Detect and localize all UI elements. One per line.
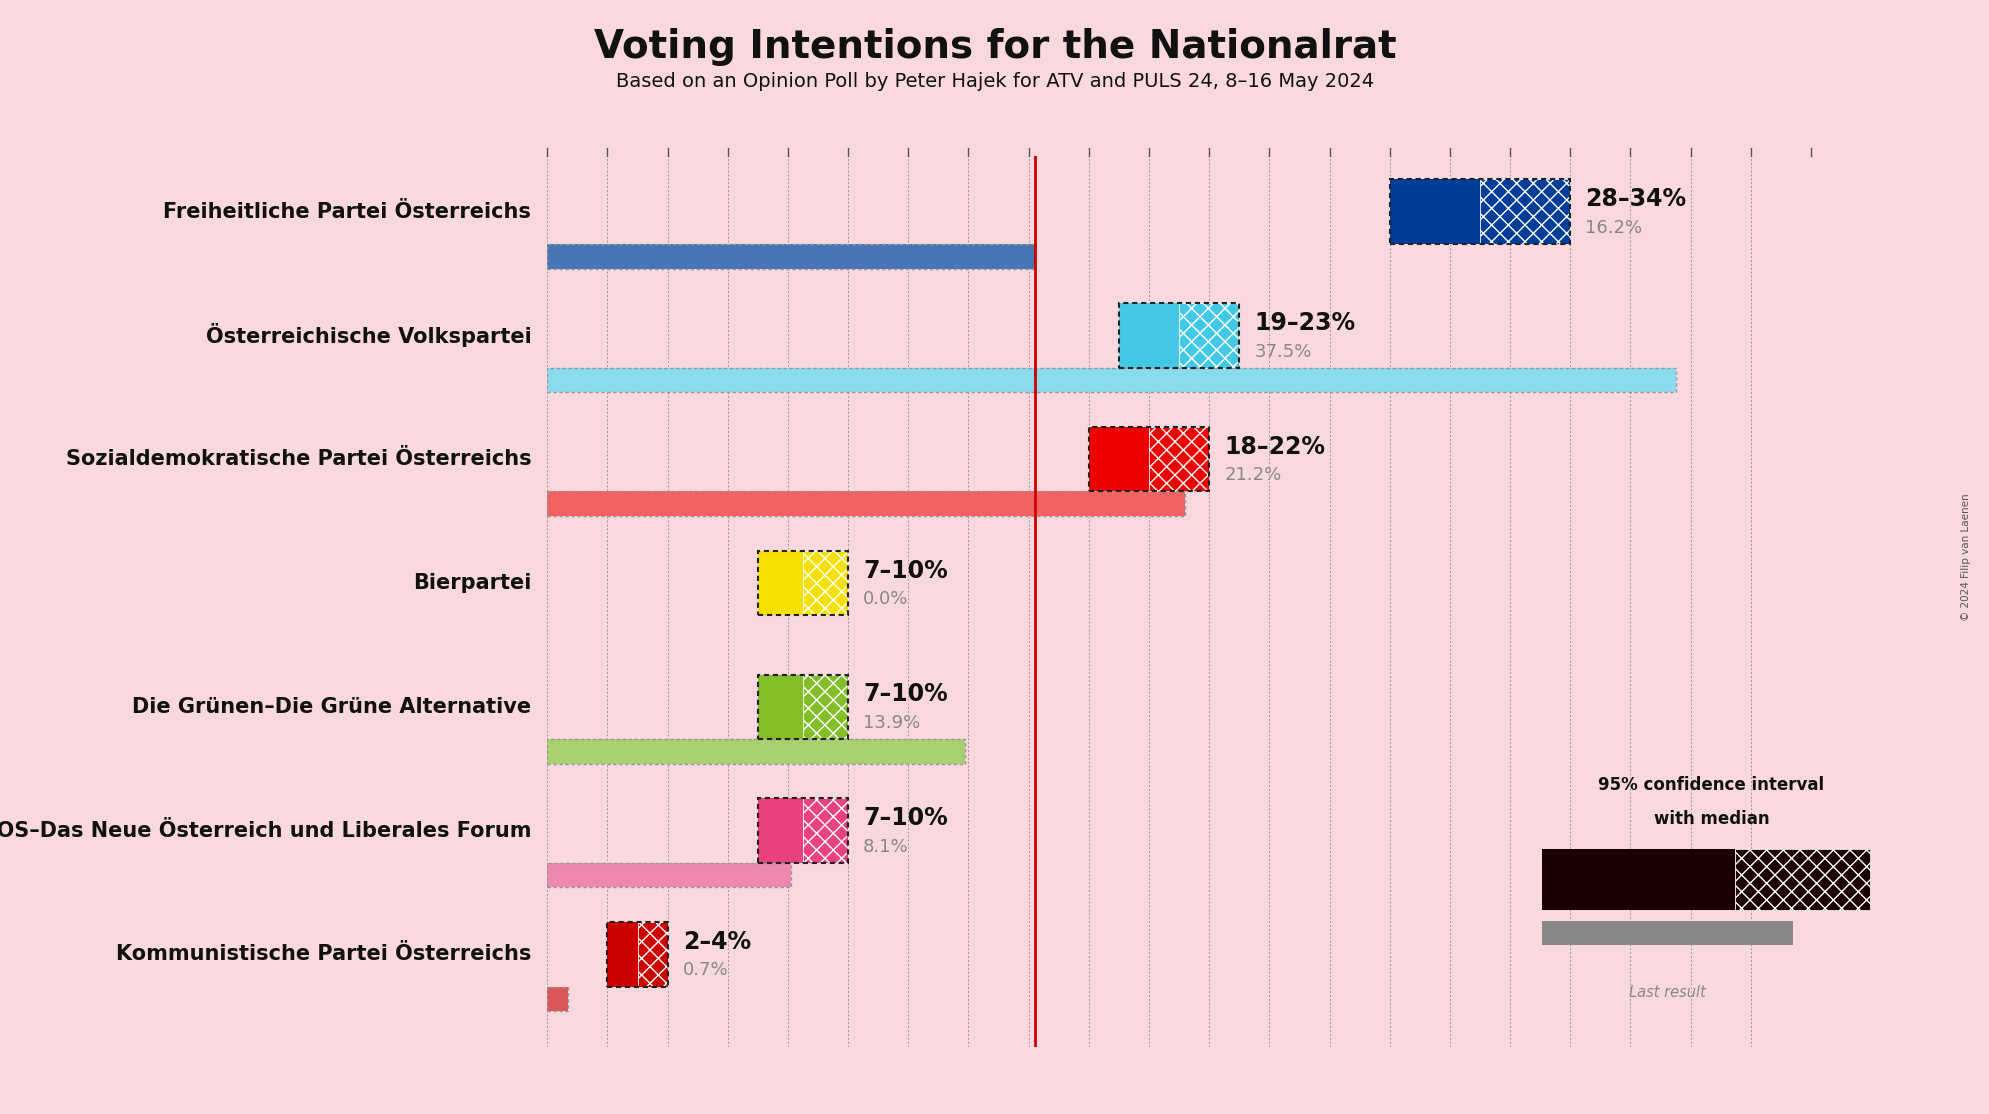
Text: Sozialdemokratische Partei Österreichs: Sozialdemokratische Partei Österreichs [66, 449, 531, 469]
Text: 19–23%: 19–23% [1253, 311, 1355, 335]
Text: with median: with median [1653, 810, 1768, 828]
Bar [1088, 427, 1209, 491]
Text: Kommunistische Partei Österreichs: Kommunistische Partei Österreichs [115, 945, 531, 965]
Bar [758, 799, 804, 862]
Text: 18–22%: 18–22% [1223, 434, 1325, 459]
Bar [547, 739, 965, 764]
Bar [1388, 179, 1569, 244]
Bar [547, 368, 1675, 392]
Bar [1541, 920, 1792, 946]
Text: 16.2%: 16.2% [1585, 218, 1641, 237]
Bar [547, 491, 1185, 516]
Bar [547, 862, 790, 888]
Bar [758, 675, 804, 739]
Text: 0.7%: 0.7% [682, 961, 728, 979]
Bar [547, 862, 790, 888]
Bar [547, 987, 569, 1012]
Bar [1177, 303, 1239, 368]
Text: 37.5%: 37.5% [1253, 342, 1311, 361]
Text: 95% confidence interval: 95% confidence interval [1597, 776, 1824, 794]
Text: Based on an Opinion Poll by Peter Hajek for ATV and PULS 24, 8–16 May 2024: Based on an Opinion Poll by Peter Hajek … [617, 72, 1372, 91]
Text: 8.1%: 8.1% [863, 838, 909, 856]
Bar [1088, 427, 1148, 491]
Bar [547, 491, 1185, 516]
Text: 2–4%: 2–4% [682, 930, 750, 954]
Bar [1541, 849, 1734, 910]
Text: 7–10%: 7–10% [863, 558, 947, 583]
Text: Freiheitliche Partei Österreichs: Freiheitliche Partei Österreichs [163, 202, 531, 222]
Bar [547, 244, 1034, 268]
Bar [758, 799, 847, 862]
Text: 21.2%: 21.2% [1223, 467, 1281, 485]
Bar [758, 550, 804, 615]
Text: Die Grünen–Die Grüne Alternative: Die Grünen–Die Grüne Alternative [131, 696, 531, 716]
Bar [607, 922, 636, 987]
Text: Voting Intentions for the Nationalrat: Voting Intentions for the Nationalrat [593, 28, 1396, 66]
Bar [1480, 179, 1569, 244]
Bar [804, 550, 847, 615]
Text: NEOS–Das Neue Österreich und Liberales Forum: NEOS–Das Neue Österreich und Liberales F… [0, 821, 531, 841]
Text: 0.0%: 0.0% [863, 590, 909, 608]
Text: Last result: Last result [1629, 985, 1705, 999]
Bar [1148, 427, 1209, 491]
Text: Bierpartei: Bierpartei [414, 573, 531, 593]
Bar [547, 368, 1675, 392]
Text: 7–10%: 7–10% [863, 807, 947, 830]
Bar [1734, 849, 1870, 910]
Text: Österreichische Volkspartei: Österreichische Volkspartei [205, 323, 531, 348]
Bar [547, 739, 965, 764]
Bar [804, 675, 847, 739]
Bar [1118, 303, 1179, 368]
Text: 13.9%: 13.9% [863, 714, 921, 732]
Bar [1118, 303, 1239, 368]
Bar [636, 922, 666, 987]
Bar [607, 922, 666, 987]
Bar [758, 675, 847, 739]
Bar [547, 244, 1034, 268]
Text: 28–34%: 28–34% [1585, 187, 1685, 212]
Text: 7–10%: 7–10% [863, 683, 947, 706]
Bar [758, 550, 847, 615]
Bar [804, 799, 847, 862]
Bar [1388, 179, 1480, 244]
Text: © 2024 Filip van Laenen: © 2024 Filip van Laenen [1959, 494, 1971, 620]
Bar [547, 987, 569, 1012]
